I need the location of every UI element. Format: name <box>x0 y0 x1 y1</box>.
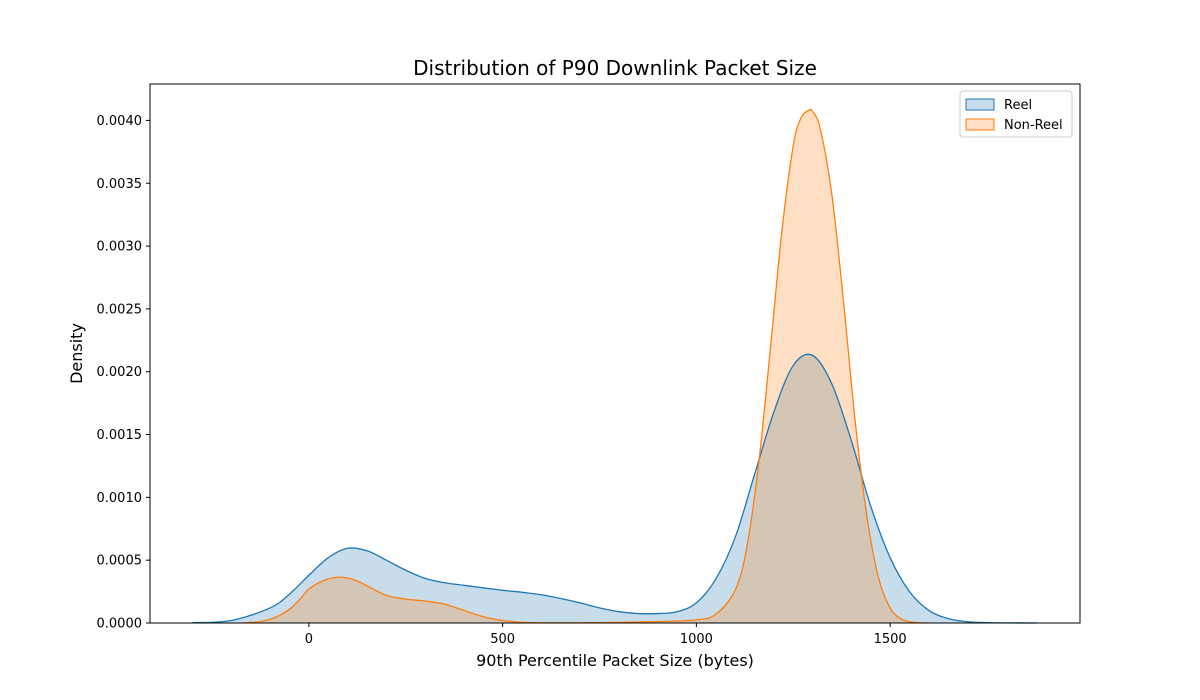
x-tick-label: 1000 <box>680 632 713 647</box>
y-tick-label: 0.0000 <box>97 617 143 632</box>
legend-box <box>959 90 1073 138</box>
x-tick-label: 0 <box>305 632 313 647</box>
x-axis-label: 90th Percentile Packet Size (bytes) <box>476 651 754 670</box>
y-tick-label: 0.0035 <box>97 177 143 192</box>
y-tick-label: 0.0025 <box>97 302 143 317</box>
y-tick-label: 0.0040 <box>97 114 143 129</box>
legend-label: Non-Reel <box>1004 118 1063 133</box>
series-line-1 <box>192 353 1038 624</box>
series-lines <box>192 108 1038 624</box>
y-tick-label: 0.0010 <box>97 491 143 506</box>
plot-area-frame <box>149 83 1081 624</box>
series-fills <box>192 109 1038 623</box>
y-tick-label: 0.0005 <box>97 554 143 569</box>
legend: Reel Non-Reel <box>959 90 1073 138</box>
y-axis: 0.0000 0.0005 0.0010 0.0015 0.0020 0.0025 0.00… <box>97 114 150 632</box>
legend-swatch <box>965 118 995 131</box>
x-axis: 0 500 1000 1500 <box>305 623 907 647</box>
legend-label: Reel <box>1004 98 1032 113</box>
y-tick-label: 0.0020 <box>97 365 143 380</box>
y-tick-label: 0.0015 <box>97 428 143 443</box>
y-axis-label: Density <box>67 323 86 384</box>
legend-swatch <box>965 98 995 111</box>
y-tick-label: 0.0030 <box>97 240 143 255</box>
series-fill-1 <box>192 354 1038 623</box>
series-fill-2 <box>243 109 929 623</box>
x-tick-label: 1500 <box>874 632 907 647</box>
x-tick-label: 500 <box>490 632 515 647</box>
chart-title: Distribution of P90 Downlink Packet Size <box>413 56 817 80</box>
series-line-2 <box>242 108 929 624</box>
